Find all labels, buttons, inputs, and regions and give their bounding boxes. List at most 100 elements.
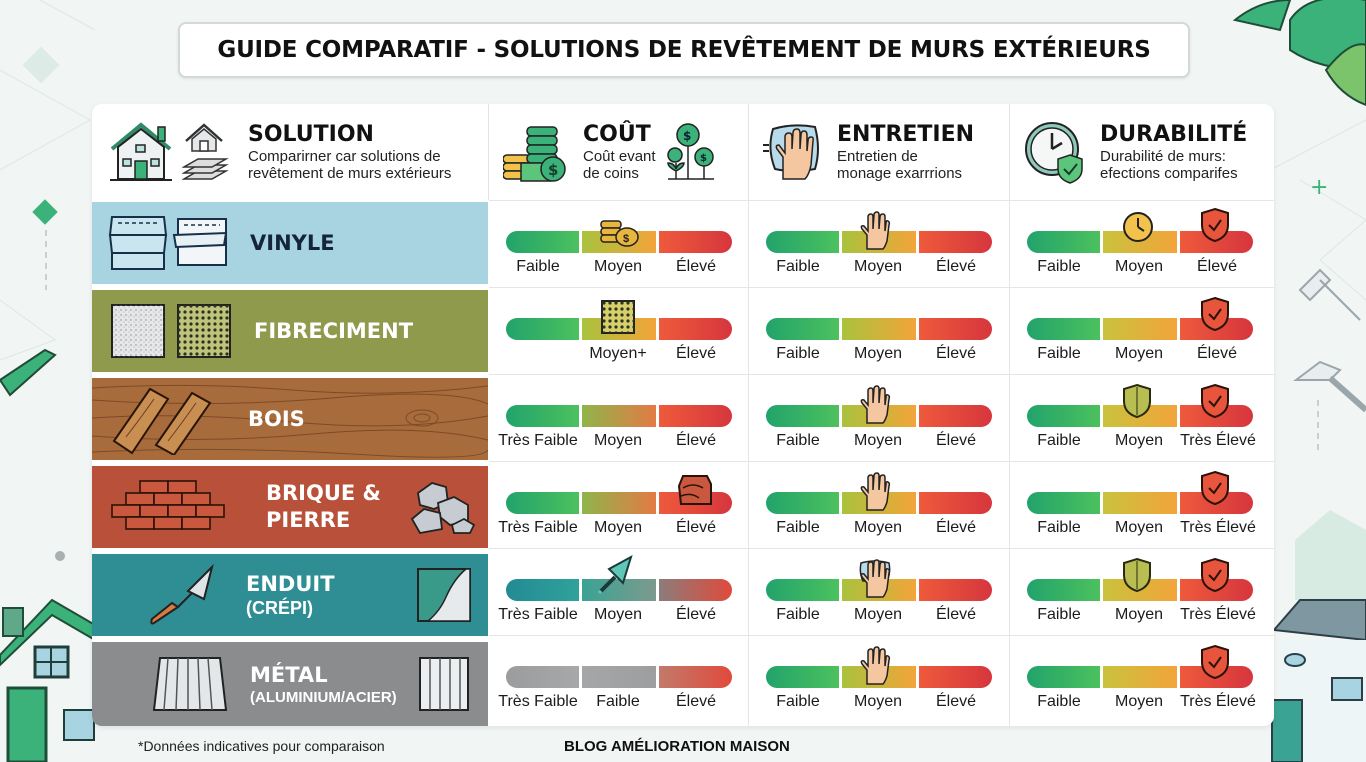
level-label: Élevé xyxy=(675,432,717,449)
header-durabilite-subtitle: Durabilité de murs: xyxy=(1100,148,1226,165)
siding-stack-icon xyxy=(182,123,229,180)
coins-icon: $ xyxy=(600,220,639,247)
cell-enduit-durabilite: Faible Moyen Très Élevé xyxy=(1010,548,1274,635)
cleaning-hand-icon xyxy=(763,124,819,180)
header-cout-title: COÛT xyxy=(583,122,651,147)
cell-vinyle-cout: $ Faible Moyen Élevé xyxy=(489,200,749,287)
cell-vinyle-durabilite: Faible Moyen Élevé xyxy=(1010,200,1274,287)
row-brique-pierre: BRIQUE & PIERRE xyxy=(92,466,488,548)
level-label: Moyen xyxy=(853,345,903,362)
header-entretien-subtitle: Entretien de xyxy=(837,148,918,165)
level-label: Très Faible xyxy=(498,432,578,449)
level-label: Élevé xyxy=(675,258,717,275)
level-label: Élevé xyxy=(675,606,717,623)
row-name: VINYLE xyxy=(250,230,335,255)
header-cout-subtitle-2: de coins xyxy=(583,165,639,182)
cell-brique-cout: Très Faible Moyen Élevé xyxy=(489,461,749,548)
house-icon xyxy=(110,122,172,181)
cell-fibreciment-cout: Moyen+ Élevé xyxy=(489,287,749,374)
hand-icon xyxy=(860,385,891,424)
level-label: Moyen xyxy=(593,606,643,623)
level-label: Moyen xyxy=(853,432,903,449)
level-label: Faible xyxy=(776,606,820,623)
cell-metal-durabilite: Faible Moyen Très Élevé xyxy=(1010,635,1274,726)
plaster-texture-icon xyxy=(417,568,471,622)
level-label: Élevé xyxy=(935,519,977,536)
level-label: Faible xyxy=(1037,693,1081,710)
row-enduit: ENDUIT (CRÉPI) xyxy=(92,554,488,636)
level-label: Moyen xyxy=(593,258,643,275)
row-fibreciment: FIBRECIMENT xyxy=(92,290,488,372)
header-durabilite: DURABILITÉ Durabilité de murs: efections… xyxy=(1010,104,1274,200)
level-label: Moyen xyxy=(1114,258,1164,275)
trowel-icon xyxy=(150,563,214,625)
level-label: Moyen xyxy=(1114,345,1164,362)
level-label: Très Faible xyxy=(498,606,578,623)
row-name: FIBRECIMENT xyxy=(254,318,414,343)
row-name: BOIS xyxy=(248,406,305,431)
cell-vinyle-entretien: Faible Moyen Élevé xyxy=(749,200,1010,287)
brick-wall-icon xyxy=(111,480,225,530)
level-label: Faible xyxy=(1037,606,1081,623)
level-label: Faible xyxy=(1037,258,1081,275)
header-durabilite-title: DURABILITÉ xyxy=(1100,122,1248,147)
row-name: ENDUIT xyxy=(246,572,335,596)
level-label: Élevé xyxy=(935,693,977,710)
level-label: Faible xyxy=(1037,345,1081,362)
page-title-box: GUIDE COMPARATIF - SOLUTIONS DE REVÊTEME… xyxy=(178,22,1190,78)
corrugated-metal-icon xyxy=(152,657,228,711)
cell-metal-entretien: Faible Moyen Élevé xyxy=(749,635,1010,726)
level-label: Moyen xyxy=(853,693,903,710)
level-label: Élevé xyxy=(1196,258,1238,275)
header-durabilite-subtitle-2: efections comparifes xyxy=(1100,165,1238,182)
leaves-decoration xyxy=(1232,0,1366,107)
cell-enduit-entretien: Faible Moyen Élevé xyxy=(749,548,1010,635)
level-label: Moyen xyxy=(853,258,903,275)
level-label: Très Élevé xyxy=(1180,693,1256,710)
level-label: Très Élevé xyxy=(1180,606,1256,623)
cell-fibreciment-entretien: Faible Moyen Élevé xyxy=(749,287,1010,374)
level-label: Faible xyxy=(776,693,820,710)
level-label: Moyen xyxy=(1114,432,1164,449)
header-solution-title: SOLUTION xyxy=(248,122,374,147)
cell-brique-durabilite: Faible Moyen Très Élevé xyxy=(1010,461,1274,548)
fiber-cement-tile-icon xyxy=(601,300,635,334)
level-label: Très Élevé xyxy=(1180,432,1256,449)
cell-metal-cout: Très Faible Faible Élevé xyxy=(489,635,749,726)
footer-note: *Données indicatives pour comparaison xyxy=(138,738,385,754)
level-label: Moyen xyxy=(1114,606,1164,623)
svg-text:+: + xyxy=(1310,175,1328,200)
siding-panels-icon xyxy=(108,216,228,270)
shield-check-icon xyxy=(1201,470,1229,506)
row-name: BRIQUE & xyxy=(266,481,381,505)
level-label: Élevé xyxy=(935,606,977,623)
row-name: MÉTAL xyxy=(250,663,328,687)
stone-block-icon xyxy=(677,475,712,505)
page-title: GUIDE COMPARATIF - SOLUTIONS DE REVÊTEME… xyxy=(217,37,1151,63)
level-label: Élevé xyxy=(675,519,717,536)
svg-text:$: $ xyxy=(548,161,558,179)
level-label: Très Faible xyxy=(498,519,578,536)
level-label: Élevé xyxy=(675,345,717,362)
metal-sheet-icon xyxy=(419,657,469,711)
level-label: Faible xyxy=(776,258,820,275)
cell-bois-entretien: Faible Moyen Élevé xyxy=(749,374,1010,461)
header-entretien-title: ENTRETIEN xyxy=(837,122,975,147)
footer-blog-name: BLOG AMÉLIORATION MAISON xyxy=(564,738,790,755)
shield-check-icon xyxy=(1201,383,1229,419)
level-label: Moyen xyxy=(593,519,643,536)
cell-brique-entretien: Faible Moyen Élevé xyxy=(749,461,1010,548)
svg-text:$: $ xyxy=(700,153,707,164)
house-illustration-right xyxy=(1271,510,1366,762)
comparison-table: SOLUTION Comparirner car solutions de re… xyxy=(92,104,1274,726)
level-label: Faible xyxy=(776,432,820,449)
row-metal: MÉTAL (ALUMINIUM/ACIER) xyxy=(92,642,488,726)
stones-icon xyxy=(410,482,476,534)
level-label: Moyen xyxy=(593,432,643,449)
cell-bois-durabilite: Faible Moyen Très Élevé xyxy=(1010,374,1274,461)
level-label: Faible xyxy=(596,693,640,710)
level-label: Moyen xyxy=(853,519,903,536)
hand-icon xyxy=(860,646,891,685)
shield-check-icon xyxy=(1201,557,1229,593)
cleaning-hand-icon xyxy=(859,559,891,598)
